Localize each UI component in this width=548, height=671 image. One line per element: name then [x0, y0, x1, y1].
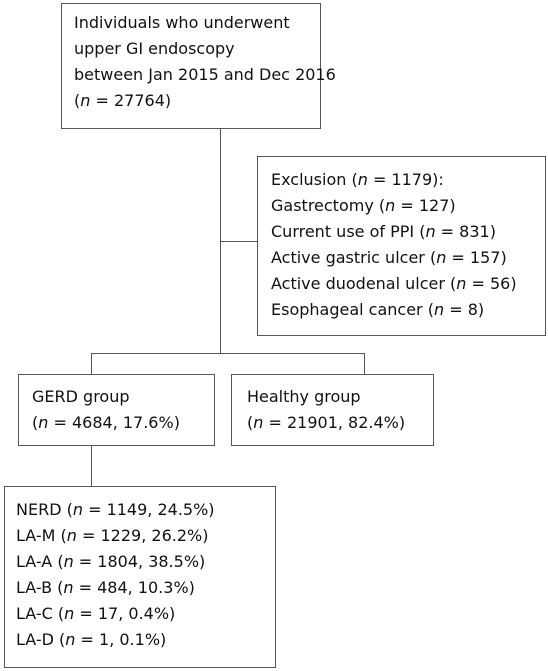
- subgroup-item: LA-D (n = 1, 0.1%): [16, 630, 167, 649]
- exclusion-item: Active duodenal ulcer (n = 56): [271, 274, 517, 293]
- exclusion-item: Gastrectomy (n = 127): [271, 196, 456, 215]
- exclusion-item: Current use of PPI (n = 831): [271, 222, 496, 241]
- start-line-1: Individuals who underwent: [74, 13, 290, 32]
- subgroup-item: LA-M (n = 1229, 26.2%): [16, 526, 209, 545]
- start-line-3: between Jan 2015 and Dec 2016: [74, 65, 336, 84]
- healthy-group-count: (n = 21901, 82.4%): [247, 413, 406, 432]
- healthy-group-box: Healthy group (n = 21901, 82.4%): [231, 374, 434, 446]
- gerd-group-box: GERD group (n = 4684, 17.6%): [18, 374, 215, 446]
- subgroup-item: LA-A (n = 1804, 38.5%): [16, 552, 206, 571]
- exclusion-item: Esophageal cancer (n = 8): [271, 300, 485, 319]
- gerd-group-count: (n = 4684, 17.6%): [32, 413, 180, 432]
- start-line-2: upper GI endoscopy: [74, 39, 235, 58]
- exclusion-item: Active gastric ulcer (n = 157): [271, 248, 507, 267]
- subgroups-box: NERD (n = 1149, 24.5%) LA-M (n = 1229, 2…: [4, 486, 276, 668]
- connector-split-horizontal: [91, 353, 364, 354]
- connector-to-gerd: [91, 353, 92, 374]
- start-count: (n = 27764): [74, 91, 172, 110]
- start-box: Individuals who underwent upper GI endos…: [61, 3, 336, 129]
- connector-to-exclusion: [220, 241, 257, 242]
- exclusion-title: Exclusion (n = 1179):: [271, 170, 444, 189]
- gerd-group-title: GERD group: [32, 387, 130, 406]
- subgroup-item: LA-C (n = 17, 0.4%): [16, 604, 176, 623]
- exclusion-box: Exclusion (n = 1179): Gastrectomy (n = 1…: [257, 156, 546, 336]
- subgroup-item: NERD (n = 1149, 24.5%): [16, 500, 215, 519]
- connector-gerd-down: [91, 446, 92, 486]
- healthy-group-title: Healthy group: [247, 387, 361, 406]
- subgroup-item: LA-B (n = 484, 10.3%): [16, 578, 195, 597]
- connector-to-healthy: [364, 353, 365, 374]
